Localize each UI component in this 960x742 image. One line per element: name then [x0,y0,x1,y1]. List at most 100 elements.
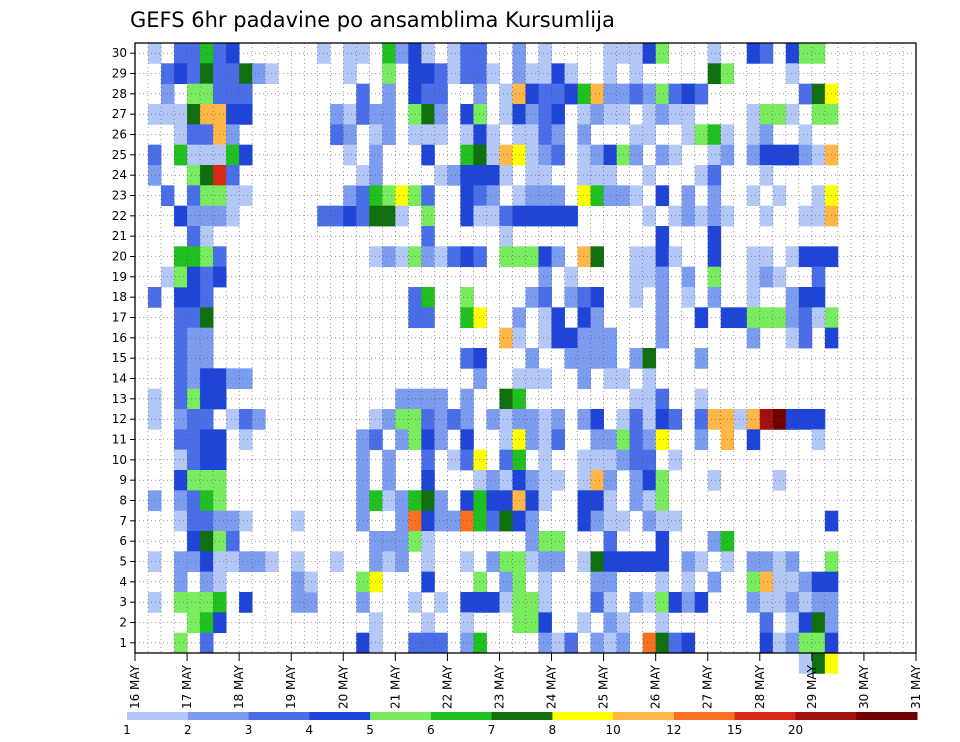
heatmap-cell [343,63,357,85]
heatmap-cell [707,409,722,430]
heatmap-cell [187,124,201,146]
heatmap-cell [759,246,774,268]
heatmap-cell [629,551,644,573]
x-axis: 16 MAY 17 MAY 18 MAY 19 MAY 20 MAY 21 MAY 22 M… [128,653,923,709]
heatmap-cell [785,63,800,85]
heatmap-cell [200,327,214,349]
heatmap-cell [538,592,552,613]
heatmap-cell [239,592,253,613]
heatmap-cell [200,409,214,430]
y-tick-label: 21 [112,229,127,243]
heatmap-cell [239,83,253,105]
heatmap-cell [421,144,435,166]
heatmap-cell [174,327,188,349]
heatmap-cell [187,246,201,268]
heatmap-cell [603,429,618,451]
heatmap-cell [642,83,657,105]
heatmap-cell [239,429,253,451]
heatmap-cell [577,307,591,329]
heatmap-cell [499,327,513,349]
y-tick-label: 26 [112,128,127,142]
heatmap-cell [590,287,604,308]
heatmap-cell [525,368,539,390]
heatmap-cell [187,388,201,410]
heatmap-cell [473,124,487,146]
heatmap-cell [382,63,396,85]
heatmap-cell [187,592,201,613]
heatmap-cell [811,83,826,105]
heatmap-cell [681,592,696,613]
heatmap-cell [499,83,513,105]
heatmap-cell [629,144,644,166]
heatmap-cell [642,551,657,573]
heatmap-cell [629,266,644,288]
heatmap-cell [642,470,657,491]
heatmap-cell [577,246,591,268]
heatmap-cell [785,571,800,593]
heatmap-cell [473,449,487,471]
x-tick-label: 23 MAY [492,664,506,709]
heatmap-cell [551,83,565,105]
heatmap-cell [473,490,487,512]
heatmap-cell [629,592,644,613]
y-tick-label: 5 [119,555,127,569]
heatmap-cell [538,470,552,491]
colorbar-swatch [856,712,918,720]
heatmap-cell [590,185,604,207]
heatmap-cell [746,307,761,329]
heatmap-cell [707,287,722,308]
heatmap-cell [577,510,591,532]
heatmap-cell [551,144,565,166]
y-tick-label: 30 [112,46,127,60]
colorbar-swatch [491,712,553,720]
heatmap-cell [187,104,201,125]
heatmap-cell [577,612,591,634]
heatmap-cell [798,409,813,430]
heatmap-cell [798,592,813,613]
heatmap-cell [629,470,644,491]
heatmap-cell [525,144,539,166]
heatmap-cell [447,449,461,471]
heatmap-cell [538,612,552,634]
heatmap-cell [590,327,604,349]
plot-frame [134,42,917,654]
heatmap-cell [551,185,565,207]
heatmap-cell [395,205,409,227]
y-tick-label: 16 [112,331,127,345]
heatmap-cell [590,409,604,430]
heatmap-cell [655,287,670,308]
heatmap-cell [473,144,487,166]
heatmap-cell [174,470,188,491]
heatmap-cell [694,429,709,451]
heatmap-cell [785,612,800,634]
heatmap-cell [200,470,214,491]
heatmap-cell [694,409,709,430]
chart-title: GEFS 6hr padavine po ansamblima Kursumli… [130,8,615,32]
heatmap-cell [200,348,214,369]
heatmap-cell [395,429,409,451]
heatmap-cell [174,632,188,654]
heatmap-cell [356,165,370,186]
heatmap-cell [473,307,487,329]
x-tick-label: 16 MAY [128,664,142,709]
heatmap-cell [577,348,591,369]
heatmap-cell [499,104,513,125]
heatmap-cell [330,104,344,125]
heatmap-cell [434,104,448,125]
heatmap-cell [148,165,162,186]
heatmap-cell [811,287,826,308]
heatmap-cell [525,104,539,125]
heatmap-cell [369,124,383,146]
heatmap-cell [642,246,657,268]
heatmap-cell [200,429,214,451]
heatmap-cell [785,327,800,349]
heatmap-cell [655,83,670,105]
heatmap-cell [434,83,448,105]
heatmap-cell [421,185,435,207]
heatmap-cell [681,205,696,227]
heatmap-cell [759,104,774,125]
heatmap-cell [200,205,214,227]
heatmap-cell [603,104,618,125]
heatmap-cell [291,571,305,593]
colorbar-swatch [734,712,796,720]
